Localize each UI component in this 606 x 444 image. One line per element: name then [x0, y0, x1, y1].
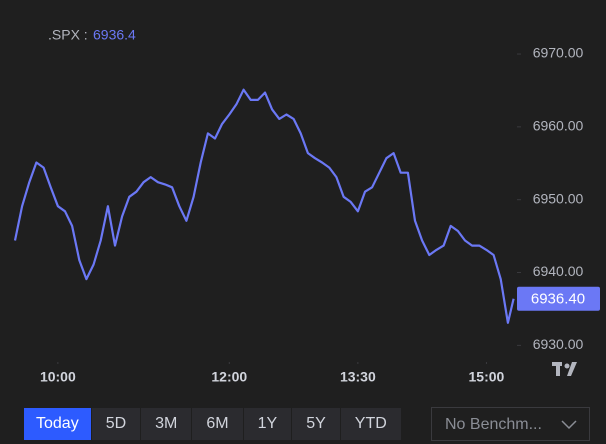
x-tick-label: 10:00 — [40, 369, 76, 385]
chart: .SPX : 6936.4 6930.00 6940.00 6950.00 6960.… — [13, 27, 600, 385]
range-button[interactable]: 6M — [192, 408, 244, 440]
y-tick-label: 6950.00 — [533, 190, 584, 206]
x-tick-label: 13:30 — [340, 369, 376, 385]
range-button[interactable]: 1Y — [243, 408, 293, 440]
x-tick-label: 12:00 — [211, 369, 247, 385]
range-buttons: Today 5D 3M 6M 1Y 5Y YTD — [24, 408, 402, 440]
tv-logo — [552, 362, 577, 376]
benchmark-select[interactable]: No Benchm... — [431, 407, 590, 441]
last-value: 6936.4 — [93, 27, 136, 43]
x-tick-label: 15:00 — [469, 369, 505, 385]
y-tick-label: 6940.00 — [533, 263, 584, 279]
price-tag — [517, 286, 600, 311]
range-button[interactable]: Today — [24, 408, 92, 440]
y-tick-label: 6970.00 — [533, 45, 584, 61]
range-button[interactable]: YTD — [340, 408, 402, 440]
benchmark-text: No Benchm... — [445, 416, 542, 433]
y-tick-label: 6960.00 — [533, 118, 584, 134]
chevron — [561, 420, 577, 430]
symbol: .SPX : — [48, 27, 88, 43]
price-tag-label: 6936.40 — [531, 291, 585, 308]
range-button[interactable]: 3M — [141, 408, 193, 440]
price-line — [13, 88, 515, 324]
y-tick-label: 6930.00 — [533, 336, 584, 352]
range-button[interactable]: 5D — [91, 408, 142, 440]
range-button[interactable]: 5Y — [292, 408, 341, 440]
